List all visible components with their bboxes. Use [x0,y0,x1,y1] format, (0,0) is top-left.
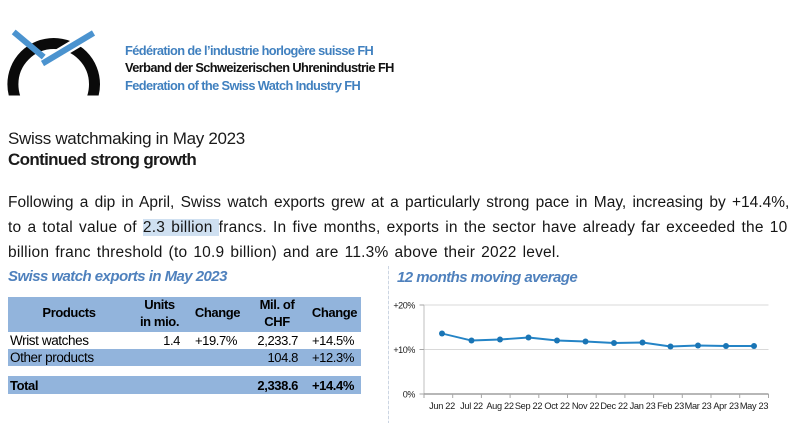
svg-text:Jan 23: Jan 23 [630,401,656,411]
svg-text:Sep 22: Sep 22 [515,401,543,411]
svg-text:Jul 22: Jul 22 [460,401,483,411]
svg-text:Nov 22: Nov 22 [572,401,600,411]
svg-text:Mar 23: Mar 23 [685,401,712,411]
svg-text:Aug 22: Aug 22 [486,401,514,411]
svg-text:May 23: May 23 [740,401,769,411]
svg-text:Jun 22: Jun 22 [429,401,455,411]
svg-text:+10%: +10% [393,345,415,355]
svg-text:Oct 22: Oct 22 [544,401,569,411]
svg-text:Dec 22: Dec 22 [600,401,628,411]
svg-text:0%: 0% [403,390,416,400]
svg-text:Feb 23: Feb 23 [657,401,684,411]
svg-text:+20%: +20% [393,301,415,311]
svg-text:Apr 23: Apr 23 [713,401,738,411]
